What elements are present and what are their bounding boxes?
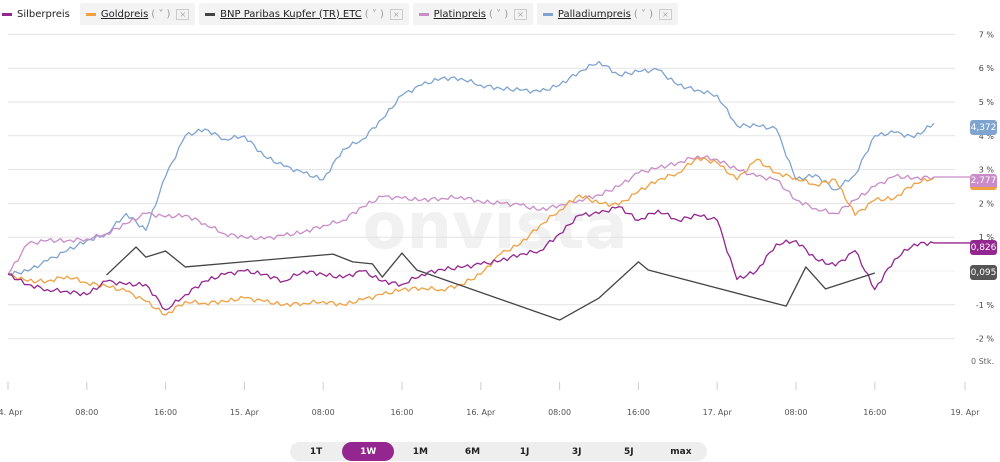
series-swatch [85,12,96,16]
x-tick-label: 14. Apr [0,408,23,417]
chevron-down-icon[interactable]: ( ˅ ) [364,8,384,20]
close-icon[interactable]: × [176,8,190,20]
legend-item-platinpreis[interactable]: Platinpreis ( ˅ ) × [412,3,533,25]
series-line-platinpreis [7,155,970,275]
close-icon[interactable]: × [659,8,672,20]
x-tick-label: 08:00 [312,408,335,417]
last-value-palladium: 4,372 [970,120,997,135]
chevron-down-icon[interactable]: ( ˅ ) [633,8,654,20]
y-tick-label: 4 % [979,132,995,141]
series-line-bnp-paribas-kupfer-tr-etc [106,246,875,321]
chevron-down-icon[interactable]: ( ˅ ) [488,8,509,20]
last-value-platin: 2,777 [970,174,997,190]
close-icon[interactable]: × [514,8,527,20]
x-tick-label: 16:00 [154,408,177,417]
chevron-down-icon[interactable]: ( ˅ ) [151,8,171,20]
x-tick-label: 17. Apr [703,408,733,417]
series-line-silberpreis [7,206,970,311]
series-line-goldpreis [7,157,935,316]
legend-item-silberpreis[interactable]: Silberpreis [0,3,76,25]
last-value-silber: 0,826 [970,240,997,255]
x-tick-label: 15. Apr [230,408,260,417]
period-max[interactable]: max [670,446,692,457]
legend-label: Silberpreis [17,8,70,20]
x-tick-label: 16:00 [863,408,886,417]
series-swatch [205,12,216,16]
legend-label[interactable]: Palladiumpreis [557,8,631,20]
period-1j[interactable]: 1J [519,446,530,457]
y-tick-label: 6 % [979,64,995,73]
period-1t[interactable]: 1T [309,446,323,457]
legend-label[interactable]: Platinpreis [433,8,486,20]
series-swatch [418,12,429,16]
series-swatch [542,12,553,16]
legend-item-palladiumpreis[interactable]: Palladiumpreis ( ˅ ) × [536,3,678,25]
series-swatch [2,12,12,16]
y-tick-label: 5 % [979,98,995,107]
x-tick-label: 08:00 [548,408,571,417]
period-1m[interactable]: 1M [412,446,428,457]
x-tick-label: 16. Apr [466,408,496,417]
x-tick-label: 16:00 [627,408,650,417]
period-selector: 1T 1W 1M 6M 1J 3J 5J max [290,442,707,461]
y-tick-label: 7 % [979,30,995,39]
x-tick-label: 16:00 [390,408,413,417]
y-tick-label: 2 % [979,199,995,208]
x-tick-label: 08:00 [784,408,807,417]
legend: Silberpreis Goldpreis ( ˅ ) × BNP Pariba… [0,3,678,25]
period-5j[interactable]: 5J [624,446,634,457]
x-tick-label: 08:00 [75,408,98,417]
legend-label[interactable]: BNP Paribas Kupfer (TR) ETC [220,8,362,20]
y-tick-label: 1 % [979,233,995,242]
legend-item-goldpreis[interactable]: Goldpreis ( ˅ ) × [79,3,196,25]
period-1w[interactable]: 1W [342,442,395,461]
last-value-kupfer: 0,095 [970,265,997,280]
y-tick-label: 3 % [979,166,995,175]
x-tick-label: 19. Apr [950,408,980,417]
close-icon[interactable]: × [389,8,403,20]
volume-axis-label: 0 Stk. [971,357,994,366]
y-tick-label: -2 % [976,335,995,344]
period-3j[interactable]: 3J [571,446,582,457]
series-line-palladiumpreis [7,60,935,277]
legend-item-kupfer[interactable]: BNP Paribas Kupfer (TR) ETC ( ˅ ) × [199,3,409,25]
y-tick-label: -1 % [976,301,995,310]
legend-label[interactable]: Goldpreis [100,8,149,20]
period-6m[interactable]: 6M [464,446,481,457]
